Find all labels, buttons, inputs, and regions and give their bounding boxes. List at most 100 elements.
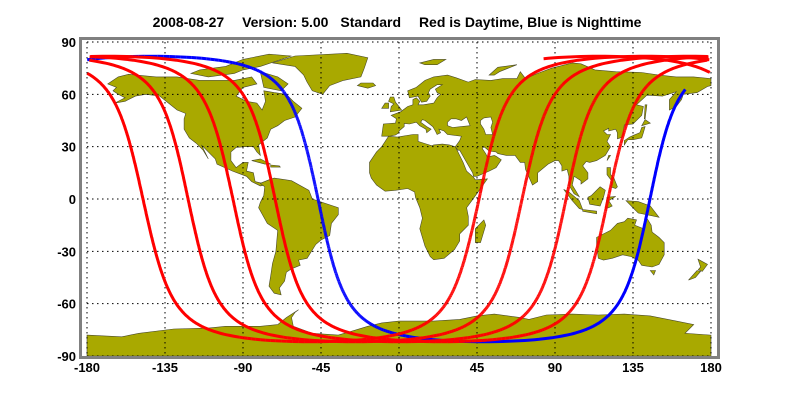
daytime-track-segment (444, 302, 448, 306)
lon-tick-label: -135 (152, 360, 178, 375)
daytime-track-segment (407, 329, 411, 333)
land-hispaniola (270, 164, 281, 168)
daytime-track-segment (598, 90, 602, 93)
nighttime-track-segment (266, 74, 270, 78)
daytime-track-segment (557, 87, 561, 91)
daytime-track-segment (370, 336, 376, 341)
lat-tick-labels: 90 60 30 0 -30 -60 -90 (57, 35, 76, 364)
daytime-track-segment (560, 317, 564, 321)
daytime-track-segment (574, 302, 578, 306)
land-greenland (272, 52, 369, 95)
nighttime-track-segment (273, 80, 277, 84)
daytime-track-segment (636, 97, 640, 100)
daytime-track-segment (418, 336, 423, 340)
daytime-track-segment (645, 85, 649, 88)
daytime-track-segment (507, 97, 511, 100)
daytime-track-segment (327, 335, 333, 340)
lat-tick-label: 0 (69, 192, 76, 207)
daytime-track-segment (525, 332, 529, 337)
daytime-track-segment (439, 332, 443, 337)
nighttime-track-segment (344, 296, 349, 300)
nighttime-track-segment (275, 82, 279, 86)
daytime-track-segment (505, 99, 509, 102)
nighttime-track-segment (259, 70, 263, 74)
land-iceland (356, 82, 377, 89)
daytime-track-segment (439, 309, 443, 313)
land-britain (388, 96, 403, 113)
daytime-track-segment (556, 320, 560, 324)
daytime-track-segment (539, 328, 543, 333)
daytime-track-segment (512, 88, 517, 92)
title-legend: Red is Daytime, Blue is Nighttime (419, 14, 642, 30)
daytime-track-segment (423, 321, 427, 326)
daytime-track-segment (435, 312, 440, 316)
daytime-track-segment (573, 303, 577, 307)
daytime-track-segment (570, 307, 574, 311)
nighttime-track-segment (225, 59, 230, 64)
nighttime-track-segment (375, 325, 379, 330)
daytime-track-segment (86, 71, 240, 339)
daytime-track-segment (564, 314, 568, 318)
daytime-track-segment (646, 83, 650, 87)
land-africa (369, 134, 489, 261)
daytime-track-segment (555, 89, 560, 92)
daytime-track-segment (339, 337, 345, 341)
daytime-track-segment (537, 293, 541, 296)
daytime-track-segment (247, 336, 252, 341)
lat-tick-label: -60 (57, 297, 76, 312)
daytime-track-segment (554, 321, 557, 326)
nighttime-track-segment (350, 305, 354, 309)
daytime-track-segment (483, 308, 487, 312)
daytime-track-segment (527, 309, 531, 313)
daytime-track-segment (633, 102, 637, 105)
daytime-track-segment (484, 307, 488, 311)
daytime-track-segment (410, 337, 415, 341)
nighttime-track-segment (261, 71, 264, 75)
nighttime-track-segment (245, 64, 249, 69)
nighttime-track-segment (370, 322, 373, 326)
daytime-track-segment (533, 330, 537, 335)
nighttime-track-segment (270, 77, 274, 81)
daytime-track-segment (572, 305, 576, 308)
daytime-track-segment (474, 334, 478, 339)
daytime-track-segment (545, 326, 549, 330)
daytime-track-segment (640, 90, 644, 94)
daytime-track-segment (529, 306, 533, 309)
daytime-track-segment (405, 329, 409, 334)
daytime-track-segment (514, 85, 518, 89)
nighttime-track-segment (371, 323, 375, 327)
daytime-track-segment (460, 325, 464, 330)
nighttime-track-segment (361, 317, 365, 321)
daytime-track-segment (560, 83, 564, 87)
nighttime-track-segment (365, 319, 368, 323)
land-north-america (107, 73, 303, 187)
nighttime-track-segment (380, 327, 384, 332)
nighttime-track-segment (280, 88, 284, 92)
daytime-track-segment (493, 329, 497, 334)
nighttime-track-segment (268, 75, 272, 80)
nighttime-track-segment (349, 304, 353, 307)
daytime-track-segment (295, 337, 300, 341)
nighttime-track-segment (360, 315, 363, 319)
daytime-track-segment (422, 322, 426, 327)
nighttime-track-segment (366, 320, 370, 324)
nighttime-track-segment (286, 97, 290, 100)
daytime-track-segment (599, 89, 603, 93)
daytime-track-segment (458, 326, 462, 330)
daytime-track-segment (522, 314, 526, 318)
lon-tick-label: 135 (622, 360, 644, 375)
daytime-track-segment (402, 330, 407, 335)
orbit-tracks (86, 54, 711, 344)
daytime-track-segment (491, 330, 495, 335)
daytime-track-segment (638, 94, 642, 97)
daytime-track-segment (593, 97, 597, 101)
lon-tick-label: 180 (700, 360, 722, 375)
lat-tick-label: 30 (62, 140, 76, 155)
daytime-track-segment (578, 295, 582, 298)
nighttime-track-segment (285, 95, 289, 98)
daytime-track-segment (554, 91, 558, 94)
daytime-track-segment (535, 329, 539, 334)
daytime-track-segment (413, 327, 417, 331)
land-nz-north (697, 258, 708, 272)
daytime-track-segment (536, 295, 540, 298)
